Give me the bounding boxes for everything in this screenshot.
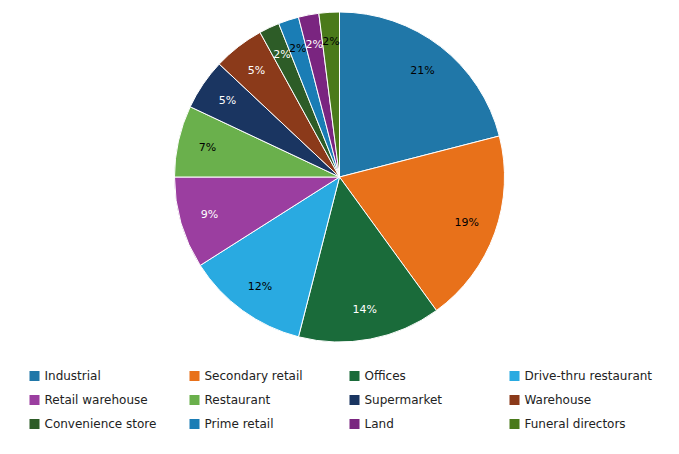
chart: 21%19%14%12%9%7%5%5%2%2%2%2%IndustrialSe… bbox=[0, 0, 679, 454]
legend-swatch bbox=[30, 371, 40, 381]
pie-slice bbox=[175, 177, 340, 265]
legend-swatch bbox=[190, 371, 200, 381]
legend-swatch bbox=[30, 395, 40, 405]
legend-entry: Warehouse bbox=[525, 393, 592, 407]
legend-entry: Offices bbox=[365, 369, 406, 383]
legend-entry: Retail warehouse bbox=[45, 393, 148, 407]
data-label: 2% bbox=[305, 38, 322, 51]
legend-entry: Restaurant bbox=[205, 393, 271, 407]
legend: Industrial Secondary retail Offices Drive-t… bbox=[30, 369, 653, 431]
legend-entry: Funeral directors bbox=[525, 417, 626, 431]
legend-entry: Drive-thru restaurant bbox=[525, 369, 653, 383]
legend-entry: Convenience store bbox=[45, 417, 157, 431]
data-label: 2% bbox=[289, 42, 306, 55]
data-label: 9% bbox=[201, 208, 218, 221]
legend-swatch bbox=[350, 395, 360, 405]
legend-swatch bbox=[510, 371, 520, 381]
data-label: 5% bbox=[219, 94, 236, 107]
legend-swatch bbox=[190, 395, 200, 405]
data-label: 14% bbox=[353, 303, 377, 316]
pie-slice bbox=[319, 12, 340, 177]
legend-swatch bbox=[30, 419, 40, 429]
legend-swatch bbox=[510, 419, 520, 429]
legend-swatch bbox=[510, 395, 520, 405]
legend-entry: Secondary retail bbox=[205, 369, 303, 383]
legend-swatch bbox=[190, 419, 200, 429]
data-labels: 21%19%14%12%9%7%5%5%2%2%2%2% bbox=[199, 35, 479, 316]
legend-entry: Land bbox=[365, 417, 394, 431]
slices bbox=[175, 12, 505, 342]
legend-swatch bbox=[350, 371, 360, 381]
legend-entry: Industrial bbox=[45, 369, 101, 383]
legend-entry: Prime retail bbox=[205, 417, 274, 431]
data-label: 7% bbox=[199, 141, 216, 154]
data-label: 21% bbox=[410, 64, 434, 77]
data-label: 19% bbox=[455, 216, 479, 229]
data-label: 2% bbox=[322, 35, 339, 48]
data-label: 12% bbox=[248, 280, 272, 293]
data-label: 5% bbox=[248, 64, 265, 77]
legend-entry: Supermarket bbox=[365, 393, 443, 407]
legend-swatch bbox=[350, 419, 360, 429]
